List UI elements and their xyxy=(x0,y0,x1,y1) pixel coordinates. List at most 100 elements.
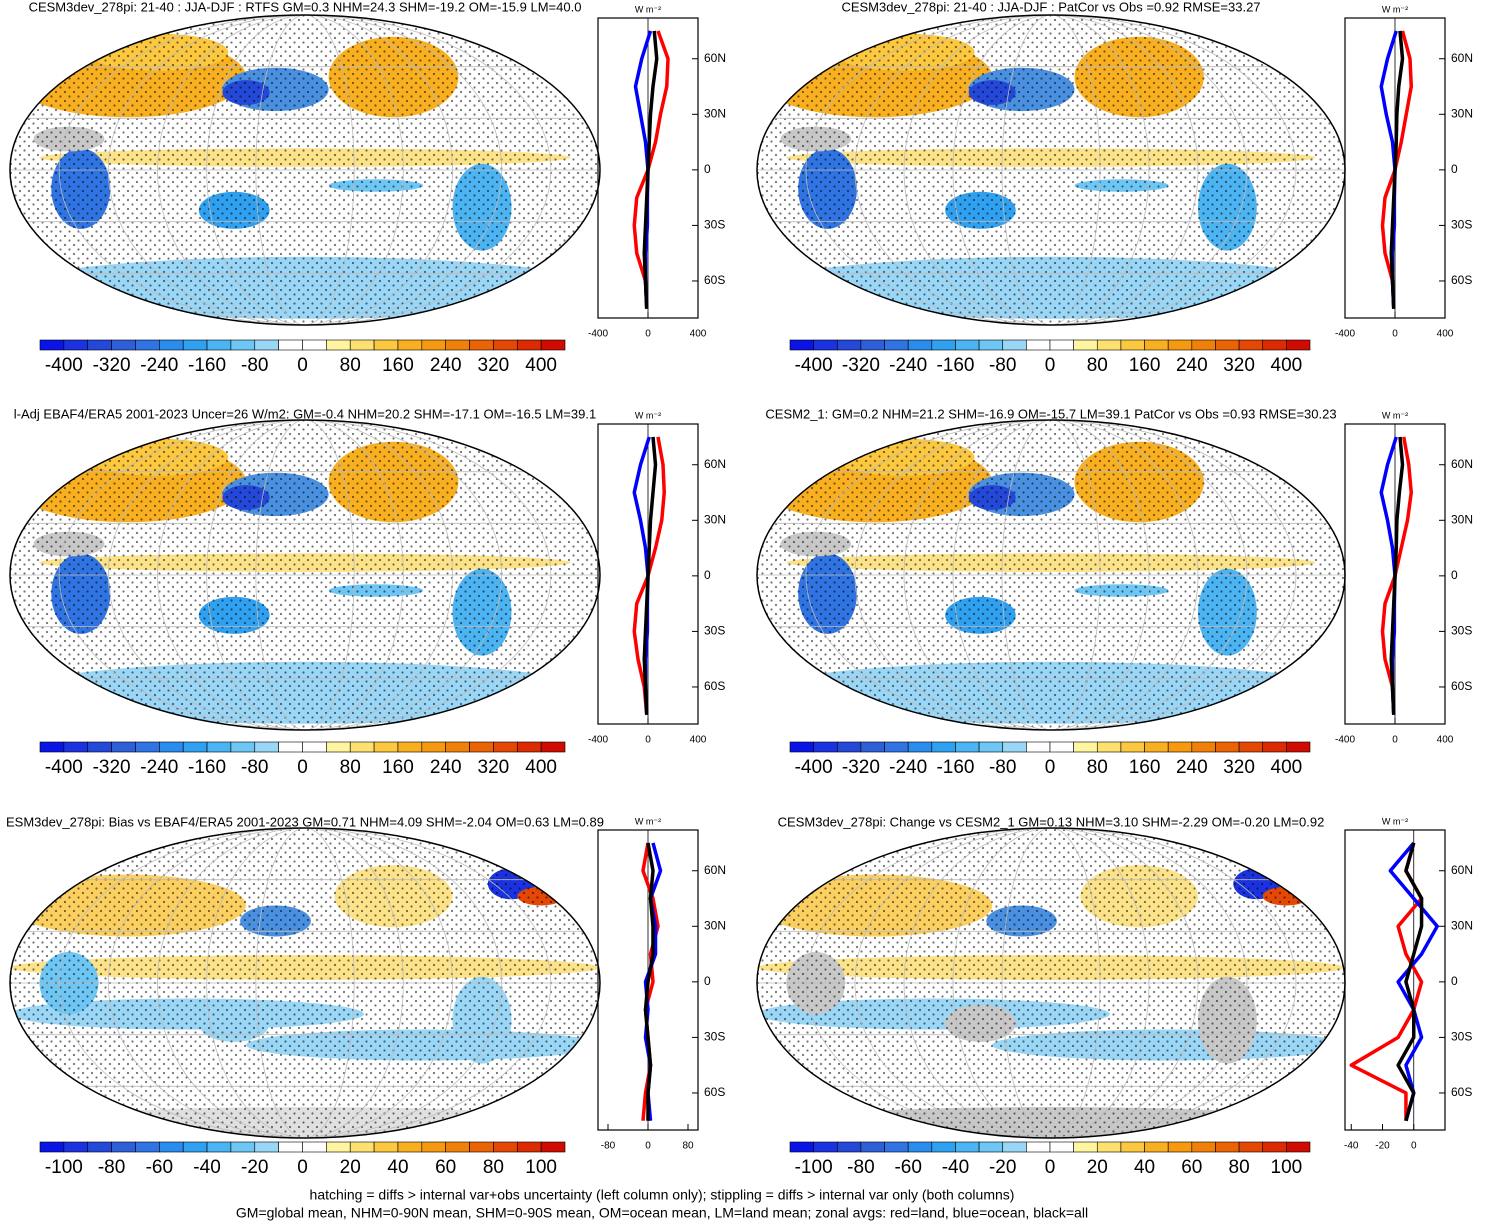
graticule xyxy=(58,420,552,730)
colorbar-label: 20 xyxy=(1087,1157,1108,1178)
panel-title: CESM2_1: GM=0.2 NHM=21.2 SHM=-16.9 OM=-1… xyxy=(765,406,1336,421)
colorbar-swatch xyxy=(39,339,65,351)
graticule xyxy=(206,15,404,325)
graticule xyxy=(255,15,355,325)
colorbar-swatch xyxy=(206,1141,232,1153)
colorbar-label: 240 xyxy=(1176,757,1208,778)
colorbar-swatch xyxy=(1215,741,1240,753)
colorbar-swatch xyxy=(135,1141,160,1153)
zonal-line xyxy=(1389,436,1405,715)
graticule xyxy=(255,420,355,730)
colorbar-swatch xyxy=(469,741,494,753)
colorbar-swatch xyxy=(1262,741,1287,753)
zonal-line xyxy=(643,842,655,1121)
colorbar-swatch xyxy=(884,339,909,351)
x-tick-label: 0 xyxy=(645,329,651,340)
colorbar-swatch xyxy=(1238,339,1264,351)
y-tick-label: 60S xyxy=(704,1085,725,1099)
colorbar-swatch xyxy=(789,339,814,351)
zonal-line xyxy=(642,30,659,309)
colorbar-swatch xyxy=(813,339,838,351)
colorbar-swatch xyxy=(1286,741,1311,753)
colorbar-swatch xyxy=(1144,741,1169,753)
y-tick-label: 60S xyxy=(1451,679,1472,693)
colorbar-swatch xyxy=(860,741,885,753)
graticule xyxy=(206,420,404,730)
colorbar-label: 0 xyxy=(1045,757,1056,778)
y-tick-label: 30S xyxy=(1451,1030,1472,1044)
colorbar-swatch xyxy=(1238,1141,1264,1153)
colorbar-swatch xyxy=(493,339,518,351)
colorbar-swatch xyxy=(1286,339,1311,351)
graticule xyxy=(206,828,404,1138)
colorbar-label: -20 xyxy=(989,1157,1016,1178)
colorbar-swatch xyxy=(182,339,208,351)
graticule xyxy=(854,420,1248,730)
colorbar-label: 400 xyxy=(1271,757,1303,778)
graticule xyxy=(903,15,1199,325)
panel: CESM3dev_278pi: 21-40 : JJA-DJF : PatCor… xyxy=(756,0,1473,376)
y-tick-label: 60S xyxy=(704,273,725,287)
colorbar-swatch xyxy=(230,741,256,753)
colorbar-swatch xyxy=(1262,339,1287,351)
panel: ESM3dev_278pi: Bias vs EBAF4/ERA5 2001-2… xyxy=(6,814,726,1178)
colorbar-swatch xyxy=(884,1141,909,1153)
colorbar-swatch xyxy=(1120,741,1145,753)
colorbar-label: -80 xyxy=(989,355,1016,376)
colorbar-swatch xyxy=(445,1141,470,1153)
colorbar-swatch xyxy=(206,741,232,753)
colorbar-label: 160 xyxy=(382,757,414,778)
y-tick-label: 30S xyxy=(1451,218,1472,232)
colorbar-label: -80 xyxy=(847,1157,874,1178)
colorbar-swatch xyxy=(1002,1141,1027,1153)
colorbar-swatch xyxy=(836,1141,862,1153)
y-tick-label: 30N xyxy=(1451,918,1473,932)
colorbar-swatch xyxy=(349,339,375,351)
colorbar-swatch xyxy=(1167,339,1193,351)
colorbar-swatch xyxy=(326,1141,351,1153)
colorbar-swatch xyxy=(397,1141,423,1153)
colorbar-swatch xyxy=(111,1141,136,1153)
y-tick-label: 60N xyxy=(704,51,726,65)
y-tick-label: 60N xyxy=(1451,457,1473,471)
y-tick-label: 0 xyxy=(704,162,711,176)
x-tick-label: 400 xyxy=(690,735,707,746)
colorbar-label: 100 xyxy=(525,1157,557,1178)
colorbar-swatch xyxy=(516,339,542,351)
y-tick-label: 0 xyxy=(1451,568,1458,582)
colorbar-swatch xyxy=(1073,1141,1098,1153)
zonal-units: W m⁻² xyxy=(1382,410,1408,420)
graticule xyxy=(903,420,1199,730)
zonal-frame xyxy=(1344,829,1446,1131)
colorbar-label: 400 xyxy=(525,757,557,778)
colorbar-label: -100 xyxy=(45,1157,83,1178)
y-tick-label: 30S xyxy=(704,218,725,232)
colorbar-swatch xyxy=(493,1141,518,1153)
graticule xyxy=(854,828,1248,1138)
colorbar-swatch xyxy=(1026,1141,1051,1153)
y-tick-label: 0 xyxy=(1451,974,1458,988)
colorbar-label: 400 xyxy=(1271,355,1303,376)
y-tick-label: 30N xyxy=(704,512,726,526)
colorbar-label: -400 xyxy=(795,355,833,376)
colorbar-swatch xyxy=(836,741,862,753)
zonal-units: W m⁻² xyxy=(1382,816,1408,826)
graticule xyxy=(58,828,552,1138)
y-tick-label: 60S xyxy=(1451,273,1472,287)
colorbar-label: -320 xyxy=(93,355,131,376)
colorbar-swatch xyxy=(1120,339,1145,351)
graticule xyxy=(255,828,355,1138)
graticule xyxy=(952,828,1150,1138)
graticule xyxy=(107,15,503,325)
colorbar-swatch xyxy=(1215,339,1240,351)
y-tick-label: 30N xyxy=(704,918,726,932)
colorbar-swatch xyxy=(1238,741,1264,753)
colorbar-swatch xyxy=(87,339,112,351)
colorbar-swatch xyxy=(978,339,1004,351)
zonal-line xyxy=(1380,436,1413,715)
colorbar-swatch xyxy=(469,339,494,351)
colorbar-swatch xyxy=(931,339,956,351)
colorbar-swatch xyxy=(445,339,470,351)
colorbar-swatch xyxy=(39,741,65,753)
